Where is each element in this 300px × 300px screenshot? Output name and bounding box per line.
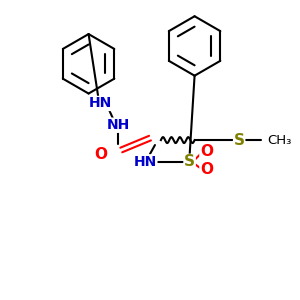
Text: O: O [94,148,107,163]
Text: S: S [234,133,245,148]
Text: HN: HN [134,155,157,169]
Text: CH₃: CH₃ [267,134,291,147]
Text: O: O [200,145,213,160]
Text: O: O [200,162,213,177]
Text: S: S [184,154,195,169]
Text: HN: HN [89,96,112,110]
Text: NH: NH [107,118,130,132]
